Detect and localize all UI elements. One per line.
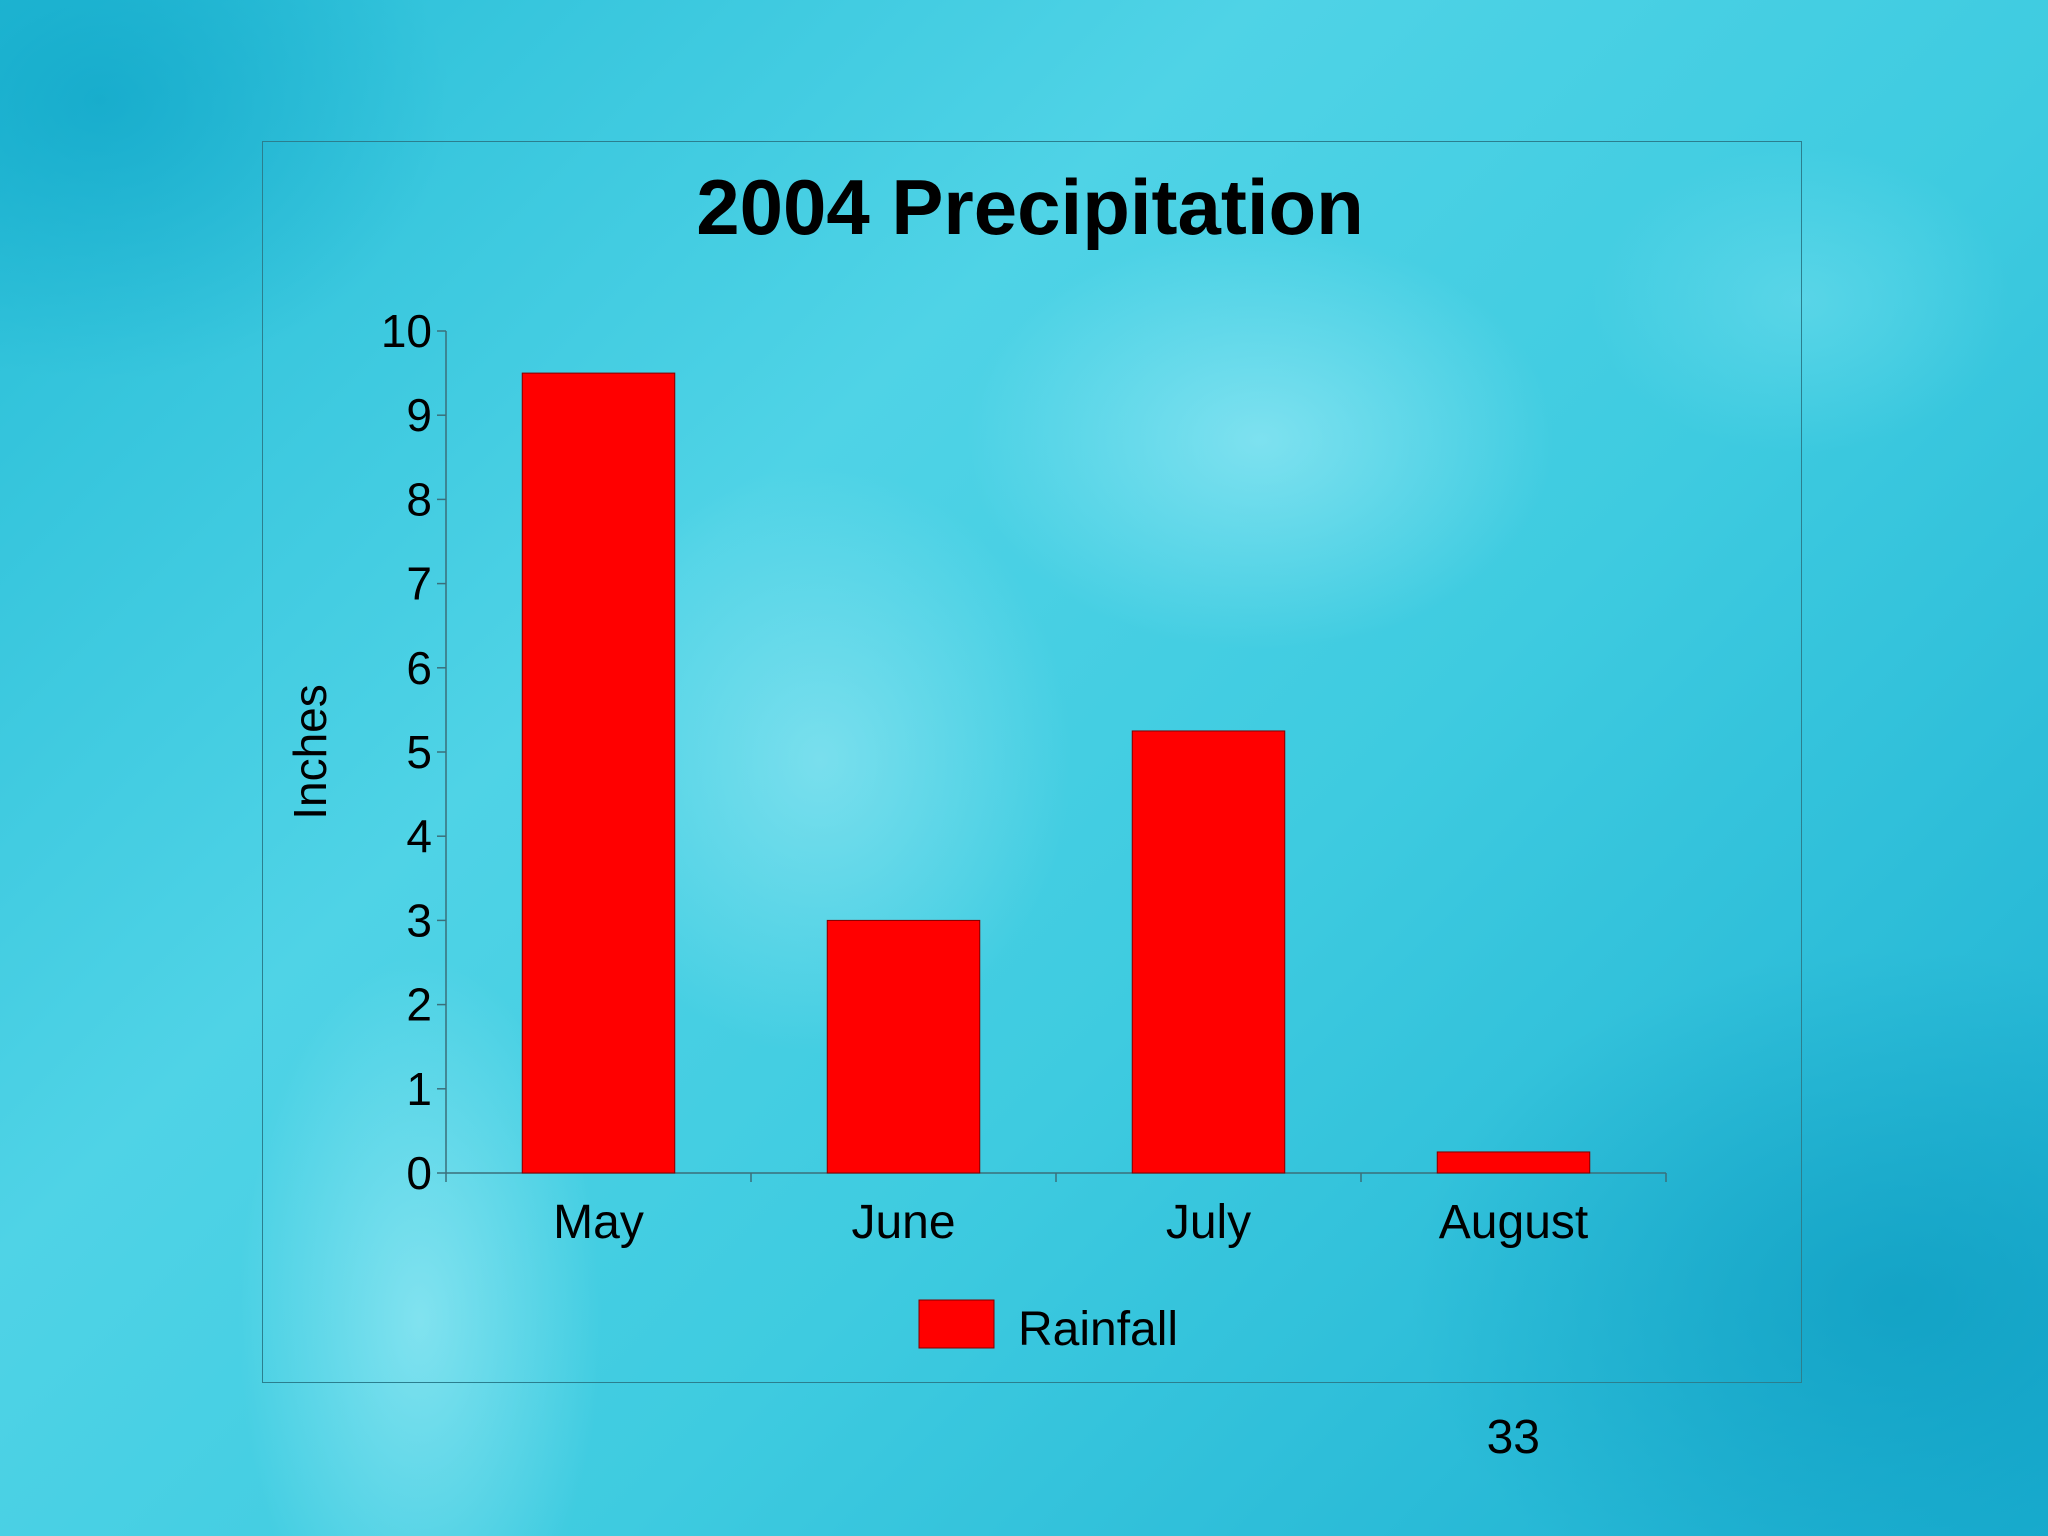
y-tick-label: 7 [406,558,432,610]
bar-july [1131,730,1286,1174]
x-tick-label: June [851,1196,955,1249]
y-tick-label: 2 [406,979,432,1031]
chart-title: 2004 Precipitation [696,163,1364,251]
y-tick-label: 5 [406,726,432,778]
legend: Rainfall [918,1299,1178,1356]
y-axis: 0 1 2 3 4 5 6 7 8 9 10 [381,305,447,1199]
page-number: 33 [1486,1411,1540,1464]
y-tick-label: 8 [406,473,432,525]
legend-swatch-rainfall [918,1299,995,1349]
chart-frame [262,141,1802,1383]
y-axis-title: Inches [284,684,336,820]
bar-august [1436,1151,1591,1174]
x-tick-label: August [1439,1196,1588,1249]
y-tick-label: 6 [406,642,432,694]
y-tick-label: 9 [406,389,432,441]
x-axis: May June July August [445,1172,1667,1249]
legend-label-rainfall: Rainfall [1018,1303,1178,1356]
bars [521,372,1591,1174]
x-tick-label: July [1166,1196,1251,1249]
x-tick-label: May [553,1196,644,1249]
y-tick-label: 0 [406,1147,432,1199]
y-tick-label: 1 [406,1063,432,1115]
y-tick-label: 3 [406,894,432,946]
bar-may [521,372,676,1174]
y-tick-label: 10 [381,305,432,357]
y-tick-label: 4 [406,810,432,862]
bar-june [826,919,981,1174]
